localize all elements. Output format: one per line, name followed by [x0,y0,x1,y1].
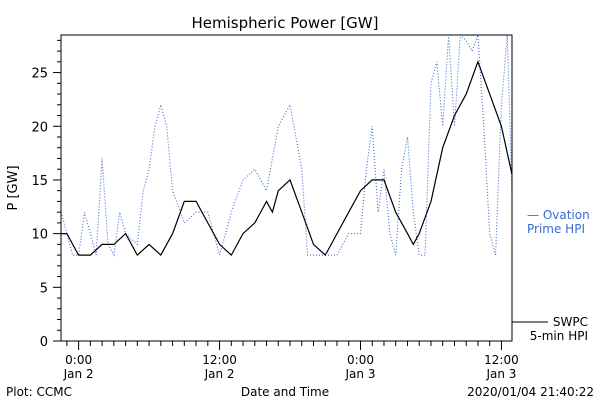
x-tick-date: Jan 3 [485,367,516,381]
legend-swpc-line1: SWPC [553,315,588,329]
y-tick-label: 5 [40,281,48,296]
legend-ovation-line2: Prime HPI [527,222,585,236]
series-layer [61,35,512,258]
legend-swpc: SWPC 5-min HPI [512,315,588,343]
plot-timestamp: 2020/01/04 21:40:22 [467,385,594,399]
x-tick-time: 0:00 [65,353,92,367]
y-tick-label: 25 [31,67,48,82]
plot-credit: Plot: CCMC [6,385,72,399]
x-tick-time: 0:00 [347,353,374,367]
y-tick-label: 0 [40,335,48,350]
chart-title: Hemispheric Power [GW] [192,14,379,32]
y-tick-label: 20 [31,120,48,135]
legend-swpc-line2: 5-min HPI [530,329,588,343]
series-ovation-line [61,35,512,258]
x-tick-date: Jan 2 [63,367,94,381]
y-tick-label: 15 [31,174,48,189]
y-tick-label: 10 [31,228,48,243]
x-axis-label: Date and Time [241,385,329,399]
y-axis-label: P [GW] [6,165,21,210]
legend-ovation-line1: — Ovation [527,208,590,222]
series-swpc-line [61,60,512,257]
plot-frame [60,34,513,342]
x-tick-date: Jan 3 [345,367,376,381]
x-tick-time: 12:00 [202,353,237,367]
x-tick-time: 12:00 [484,353,519,367]
x-tick-date: Jan 2 [204,367,235,381]
legend-ovation: — Ovation Prime HPI [527,208,590,236]
